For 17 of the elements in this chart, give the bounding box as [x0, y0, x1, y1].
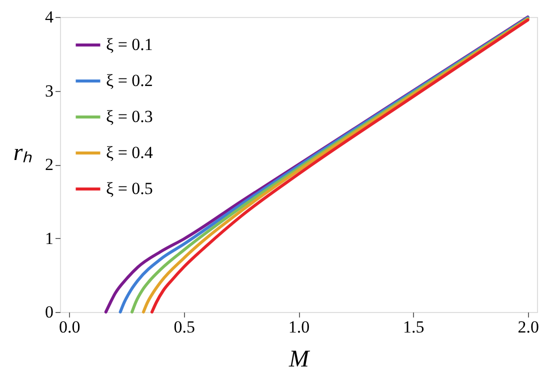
x-tick-label: 0.0	[59, 318, 80, 336]
y-tick-label: 1	[45, 228, 54, 248]
x-tick-label: 1.0	[288, 318, 310, 336]
y-tick-label: 4	[45, 8, 54, 26]
legend-label: ξ = 0.1	[106, 35, 153, 54]
y-tick-label: 0	[45, 302, 54, 322]
x-tick-label: 0.5	[174, 318, 195, 336]
legend-label: ξ = 0.4	[106, 143, 154, 162]
x-tick-label: 2.0	[518, 318, 539, 336]
y-tick-label: 3	[45, 81, 54, 100]
legend-label: ξ = 0.2	[106, 71, 153, 90]
x-axis-title: M	[288, 346, 311, 372]
y-axis-title: rₕ	[13, 140, 33, 166]
x-tick-label: 1.5	[403, 318, 424, 336]
y-tick-label: 2	[45, 155, 54, 174]
legend-label: ξ = 0.5	[106, 179, 153, 198]
legend-label: ξ = 0.3	[106, 107, 153, 126]
